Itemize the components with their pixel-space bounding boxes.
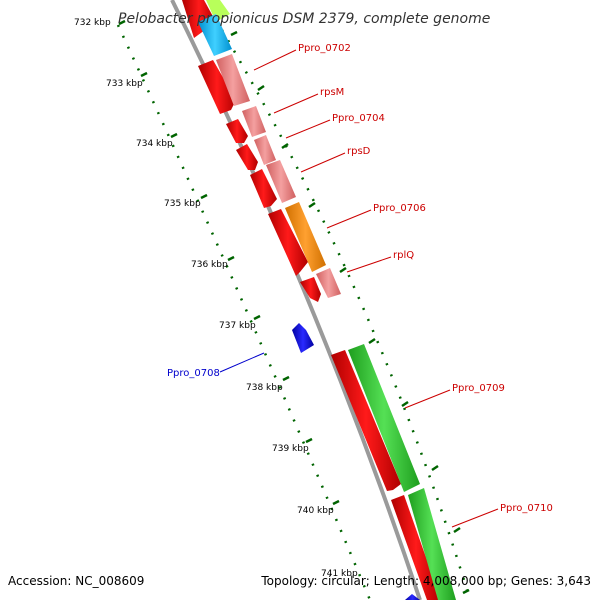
cog-feature: [206, 0, 230, 22]
cds-feature: [226, 119, 248, 143]
gene-label: rpsD: [347, 146, 371, 157]
tick-label: 734 kbp: [136, 139, 173, 149]
cds-reverse-feature-bottom: [405, 594, 420, 600]
cog-feature: [408, 488, 456, 600]
cds-reverse-feature: [292, 323, 314, 353]
map-title: Pelobacter propionicus DSM 2379, complet…: [118, 11, 490, 27]
cog-feature: [216, 54, 250, 106]
tick-label: 732 kbp: [74, 18, 111, 28]
tick-labels: 732 kbp 733 kbp 734 kbp 735 kbp 736 kbp …: [74, 18, 358, 579]
genome-stats-text: Topology: circular; Length: 4,008,000 bp…: [261, 574, 591, 588]
cds-feature: [331, 350, 401, 491]
gene-label: Ppro_0704: [332, 113, 385, 124]
tick-label: 737 kbp: [219, 321, 256, 331]
cog-track: [198, 0, 456, 600]
cog-feature: [285, 202, 326, 272]
tick-label-partial: 741 kbp: [321, 569, 358, 579]
gene-label: Ppro_0702: [298, 43, 351, 54]
cog-feature: [266, 160, 296, 203]
cds-feature: [250, 169, 277, 208]
cds-feature: [268, 209, 308, 276]
cog-feature: [348, 344, 420, 492]
gene-label: rplQ: [393, 250, 414, 261]
gene-label: Ppro_0708: [167, 368, 220, 379]
tick-label: 736 kbp: [191, 260, 228, 270]
cog-feature: [254, 135, 276, 165]
leader-lines: [219, 49, 499, 528]
cog-feature: [242, 106, 266, 137]
cds-track: [182, 0, 441, 600]
cds-feature: [391, 495, 441, 600]
cog-feature: [198, 14, 232, 56]
tick-label: 740 kbp: [297, 506, 334, 516]
gene-labels: Ppro_0702 rpsM Ppro_0704 rpsD Ppro_0706 …: [167, 43, 553, 514]
cds-feature: [182, 0, 216, 38]
cds-feature: [198, 60, 236, 114]
tick-label: 733 kbp: [106, 79, 143, 89]
tick-label: 739 kbp: [272, 444, 309, 454]
cds-feature: [300, 277, 321, 302]
outer-scale-ticks: [230, 30, 470, 595]
cog-feature: [316, 268, 341, 298]
cds-feature: [236, 144, 258, 170]
gene-label: rpsM: [320, 87, 344, 98]
accession-text: Accession: NC_008609: [8, 574, 145, 588]
gene-label: Ppro_0709: [452, 383, 505, 394]
inner-scale-ticks: [118, 19, 340, 506]
gene-label: Ppro_0706: [373, 203, 426, 214]
tick-label: 735 kbp: [164, 199, 201, 209]
tick-label: 738 kbp: [246, 383, 283, 393]
gene-label: Ppro_0710: [500, 503, 553, 514]
